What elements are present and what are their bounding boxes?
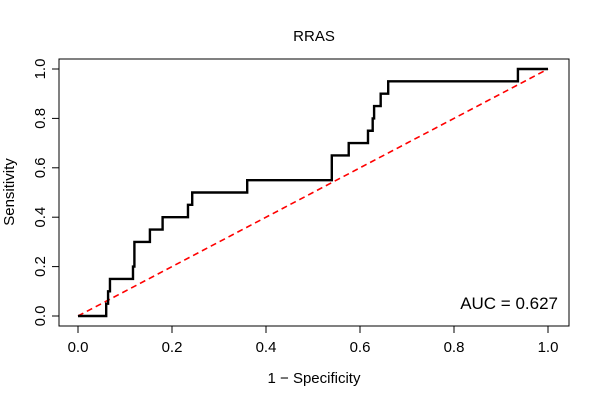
x-tick-label: 0.8	[444, 339, 465, 356]
x-axis-label: 1 − Specificity	[268, 370, 361, 387]
roc-curve-line	[78, 67, 548, 318]
x-tick-label: 0.4	[256, 339, 277, 356]
y-tick-label: 0.0	[32, 306, 49, 327]
y-tick-label: 1.0	[32, 59, 49, 80]
chance-diagonal-line	[77, 68, 549, 317]
x-tick-label: 1.0	[538, 339, 559, 356]
y-tick-label: 0.2	[32, 256, 49, 277]
x-tick-label: 0.2	[162, 339, 183, 356]
auc-annotation: AUC = 0.627	[460, 294, 558, 313]
y-axis: 0.0 0.2 0.4 0.6 0.8 1.0	[32, 59, 59, 327]
chart-title: RRAS	[293, 28, 335, 45]
y-tick-label: 0.6	[32, 157, 49, 178]
y-tick-label: 0.4	[32, 207, 49, 228]
x-tick-label: 0.6	[350, 339, 371, 356]
x-axis: 0.0 0.2 0.4 0.6 0.8 1.0	[68, 326, 559, 356]
y-axis-label: Sensitivity	[1, 158, 18, 226]
y-tick-label: 0.8	[32, 108, 49, 129]
plot-area	[77, 67, 549, 318]
x-tick-label: 0.0	[68, 339, 89, 356]
plot-frame	[58, 58, 570, 327]
